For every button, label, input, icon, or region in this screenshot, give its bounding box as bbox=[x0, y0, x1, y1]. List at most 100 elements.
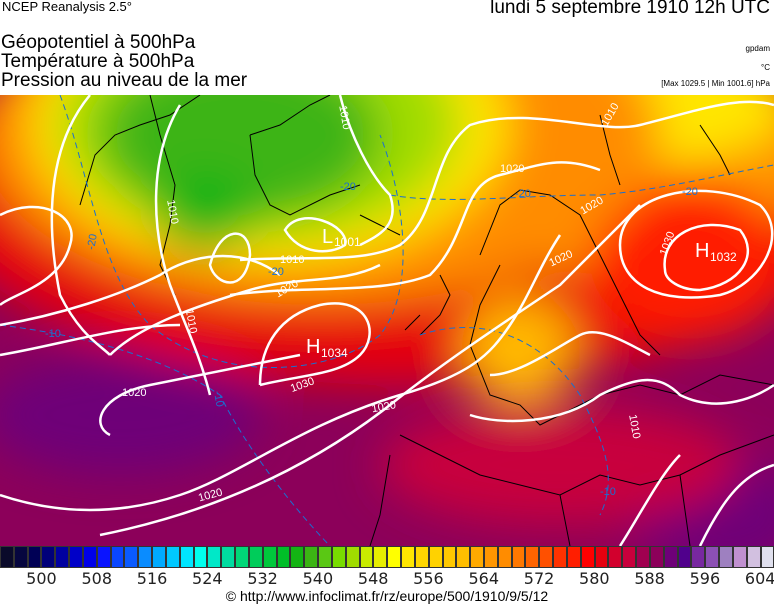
isotherm-label: -20 bbox=[515, 188, 531, 200]
color-scale bbox=[0, 546, 774, 568]
isobar-label: 1020 bbox=[122, 387, 146, 399]
color-swatch bbox=[483, 546, 498, 568]
color-scale-label: 564 bbox=[468, 569, 500, 588]
isotherm-label: -10 bbox=[45, 328, 61, 340]
high-center-value: 1032 bbox=[710, 250, 737, 264]
color-swatch bbox=[442, 546, 457, 568]
title-geopotential: Géopotentiel à 500hPa bbox=[1, 32, 196, 53]
color-swatch bbox=[55, 546, 70, 568]
isotherm-label: -10 bbox=[600, 486, 616, 498]
color-swatch bbox=[373, 546, 388, 568]
isotherm-label: -10 bbox=[211, 390, 226, 408]
low-center-value: 1001 bbox=[334, 235, 361, 249]
color-swatch bbox=[13, 546, 28, 568]
isobars bbox=[0, 95, 774, 546]
color-swatch bbox=[401, 546, 415, 568]
pressure-centers: L 1001 H 1034 H 1032 bbox=[306, 226, 737, 360]
isotherms bbox=[0, 95, 774, 546]
color-scale-label: 588 bbox=[634, 569, 665, 588]
title-temperature: Température à 500hPa bbox=[1, 51, 195, 72]
color-swatch bbox=[649, 546, 664, 568]
weather-map: 1010 1010 1010 1010 1020 1010 1020 1030 … bbox=[0, 95, 774, 546]
unit-pressure: [Max 1029.5 | Min 1001.6] hPa bbox=[661, 79, 770, 88]
isobar-label: 1010 bbox=[626, 414, 642, 440]
color-scale-label: 604 bbox=[744, 569, 774, 588]
color-scale-label: 524 bbox=[192, 569, 223, 588]
color-scale-label: 508 bbox=[81, 569, 113, 588]
color-scale-label: 540 bbox=[302, 569, 334, 588]
color-swatch bbox=[456, 546, 471, 568]
isotherm-label: -20 bbox=[340, 181, 356, 193]
isobar-label: 1010 bbox=[336, 104, 352, 130]
high-center-value: 1034 bbox=[321, 346, 348, 360]
color-swatch bbox=[248, 546, 263, 568]
unit-geopotential: gpdam bbox=[745, 44, 770, 53]
copyright: © http://www.infoclimat.fr/rz/europe/500… bbox=[225, 588, 549, 604]
color-swatch bbox=[580, 546, 595, 568]
color-scale-label: 500 bbox=[26, 569, 57, 588]
high-center-letter: H bbox=[695, 240, 709, 262]
isobar-label: 1010 bbox=[183, 308, 199, 334]
color-scale-label: 516 bbox=[136, 569, 168, 588]
isotherm-label: -20 bbox=[682, 186, 698, 198]
color-swatch bbox=[677, 546, 692, 568]
color-swatch bbox=[110, 546, 125, 568]
color-swatch bbox=[207, 546, 222, 568]
color-swatch bbox=[732, 546, 747, 568]
color-swatch bbox=[497, 546, 512, 568]
color-swatch bbox=[636, 546, 650, 568]
color-swatch bbox=[705, 546, 720, 568]
color-swatch bbox=[428, 546, 443, 568]
color-swatch bbox=[539, 546, 554, 568]
color-swatch bbox=[691, 546, 706, 568]
isotherm-labels: -20 -20 -20 -20 -20 -10 -10 -10 bbox=[45, 181, 698, 498]
color-swatch bbox=[165, 546, 180, 568]
low-center-letter: L bbox=[322, 226, 333, 248]
color-swatch bbox=[566, 546, 581, 568]
color-swatch bbox=[511, 546, 526, 568]
color-swatch bbox=[304, 546, 319, 568]
color-scale-label: 548 bbox=[357, 569, 389, 588]
color-scale-label: 556 bbox=[413, 569, 444, 588]
color-swatch bbox=[525, 546, 540, 568]
color-swatch bbox=[193, 546, 208, 568]
color-swatch bbox=[746, 546, 761, 568]
color-swatch bbox=[622, 546, 637, 568]
color-swatch bbox=[124, 546, 139, 568]
isotherm-label: -20 bbox=[268, 266, 284, 278]
color-scale-label: 572 bbox=[523, 569, 555, 588]
title-pressure: Pression au niveau de la mer bbox=[1, 70, 248, 91]
color-swatch bbox=[290, 546, 305, 568]
color-swatch bbox=[594, 546, 609, 568]
color-swatch bbox=[608, 546, 623, 568]
color-swatch bbox=[152, 546, 166, 568]
color-scale-label: 596 bbox=[689, 569, 721, 588]
color-swatch bbox=[41, 546, 56, 568]
color-swatch bbox=[82, 546, 97, 568]
isobar-label: 1020 bbox=[371, 399, 397, 415]
isobar-label: 1010 bbox=[280, 254, 304, 266]
color-swatch bbox=[27, 546, 42, 568]
coastlines bbox=[79, 95, 774, 546]
color-swatch bbox=[470, 546, 484, 568]
color-swatch bbox=[138, 546, 153, 568]
color-swatch bbox=[553, 546, 567, 568]
color-scale-label: 580 bbox=[579, 569, 610, 588]
isobar-label: 1010 bbox=[164, 199, 180, 225]
color-swatch bbox=[359, 546, 374, 568]
color-swatch bbox=[179, 546, 194, 568]
color-swatch bbox=[318, 546, 332, 568]
geopotential-field bbox=[0, 95, 774, 546]
isotherm-label: -20 bbox=[85, 233, 100, 251]
color-swatch bbox=[760, 546, 774, 568]
unit-temperature: °C bbox=[761, 63, 770, 72]
high-center-letter: H bbox=[306, 336, 320, 358]
color-swatch bbox=[96, 546, 111, 568]
color-swatch bbox=[235, 546, 249, 568]
color-swatch bbox=[719, 546, 733, 568]
color-swatch bbox=[331, 546, 346, 568]
color-swatch bbox=[663, 546, 678, 568]
map-date: lundi 5 septembre 1910 12h UTC bbox=[490, 0, 770, 18]
color-swatch bbox=[387, 546, 402, 568]
color-swatch bbox=[262, 546, 277, 568]
